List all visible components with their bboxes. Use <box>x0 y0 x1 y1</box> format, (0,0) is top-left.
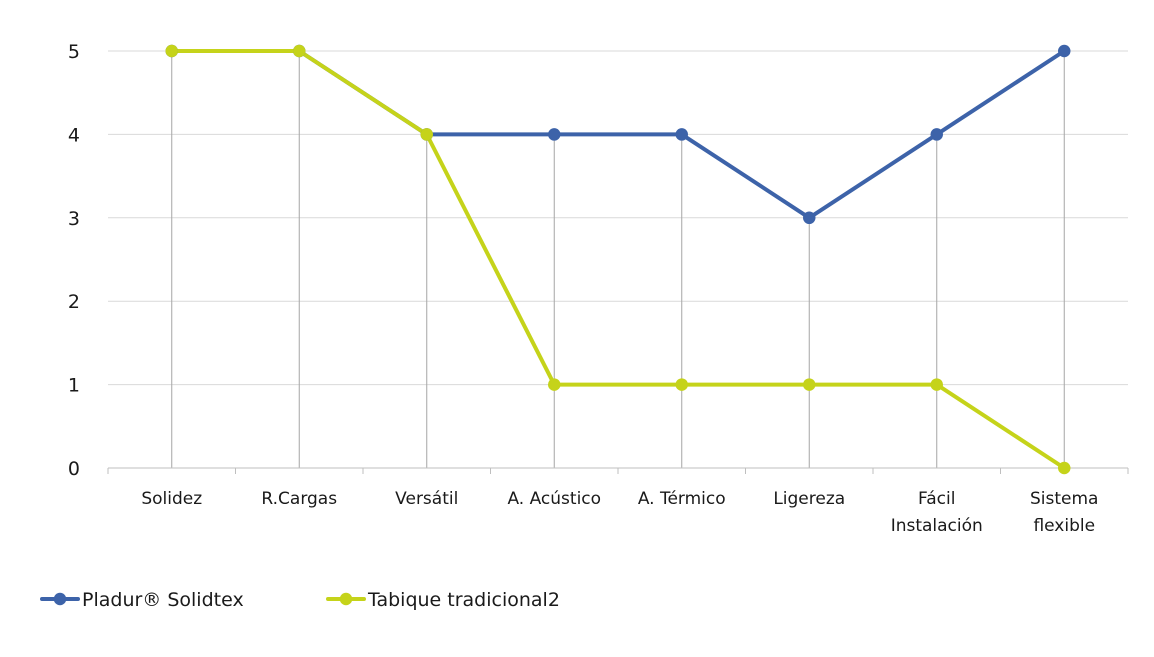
data-point <box>293 44 306 58</box>
x-tick-label: Versátil <box>395 489 458 509</box>
data-point <box>420 128 433 141</box>
data-point <box>675 378 688 391</box>
data-point <box>548 128 561 141</box>
data-point <box>548 378 561 391</box>
data-point <box>930 378 943 391</box>
data-point <box>1058 44 1071 58</box>
x-tick-label: Fácil Instalación <box>891 489 983 536</box>
data-point <box>165 44 178 58</box>
y-tick-label: 0 <box>68 458 80 480</box>
x-tick-label: Solidez <box>141 489 202 509</box>
data-point <box>803 211 816 225</box>
data-point <box>930 128 943 141</box>
legend-label: Tabique tradicional2 <box>367 589 560 611</box>
x-tick-label: R.Cargas <box>261 489 337 509</box>
data-point <box>1058 461 1071 475</box>
data-point <box>803 378 816 391</box>
x-tick-label: Ligereza <box>773 489 845 509</box>
legend-label: Pladur® Solidtex <box>82 589 244 611</box>
y-tick-label: 5 <box>68 41 80 63</box>
y-tick-label: 4 <box>68 124 80 146</box>
series-line <box>169 49 1067 470</box>
y-tick-label: 3 <box>68 208 80 230</box>
y-tick-label: 1 <box>68 375 80 397</box>
y-tick-label: 2 <box>68 291 80 313</box>
x-tick-label: Sistema flexible <box>1030 489 1098 536</box>
legend-swatch-marker <box>53 592 67 606</box>
legend-swatch-marker <box>339 592 353 606</box>
x-tick-label: A. Acústico <box>507 489 601 509</box>
data-point <box>675 128 688 141</box>
x-tick-label: A. Térmico <box>638 489 726 509</box>
